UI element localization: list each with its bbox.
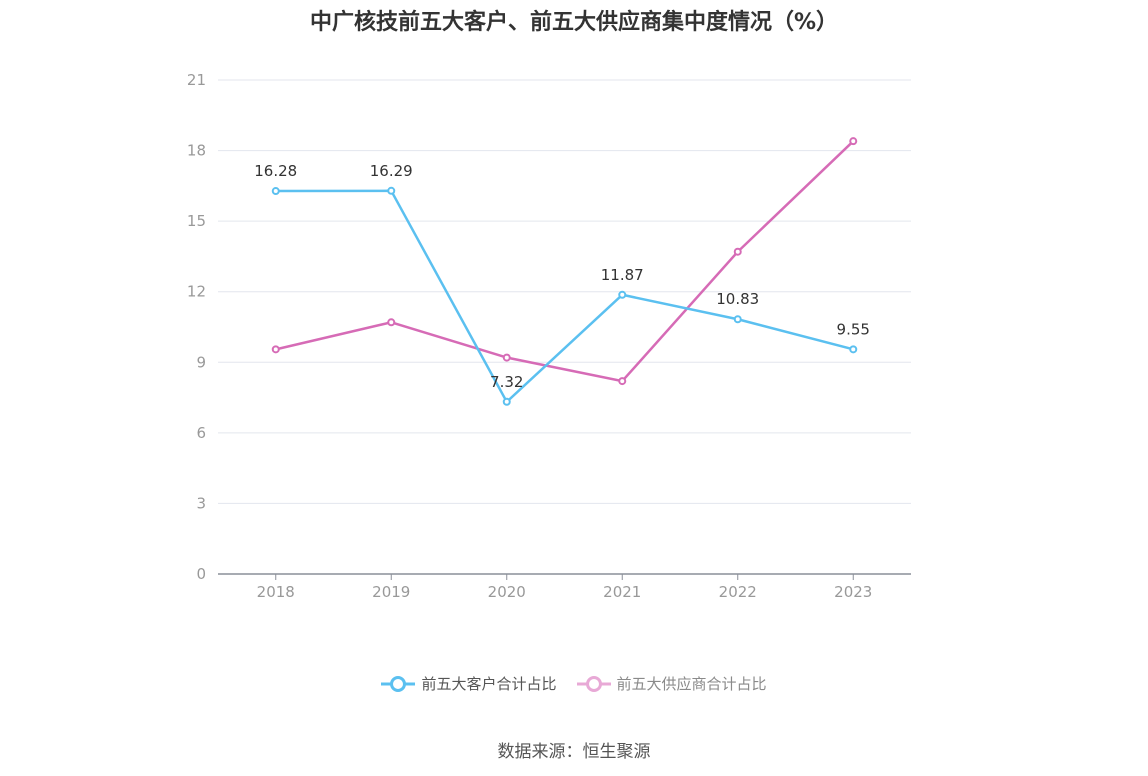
data-point-customers	[618, 290, 627, 299]
x-tick-label: 2021	[603, 583, 641, 601]
data-label: 16.28	[254, 162, 297, 180]
data-point-customers	[387, 186, 396, 195]
series-line-customers	[275, 189, 854, 404]
data-point-customers	[733, 315, 742, 324]
data-point-suppliers	[618, 377, 627, 386]
x-tick-label: 2020	[488, 583, 526, 601]
y-tick-label: 6	[196, 424, 206, 442]
x-tick-label: 2023	[834, 583, 872, 601]
data-source: 数据来源：恒生聚源	[497, 742, 651, 762]
x-tick-label: 2019	[372, 583, 410, 601]
x-tick-label: 2018	[257, 583, 295, 601]
y-tick-label: 18	[187, 142, 206, 160]
y-tick-label: 9	[196, 353, 206, 371]
legend-label-customers: 前五大客户合计占比	[421, 675, 557, 693]
data-point-suppliers	[849, 137, 858, 146]
data-point-suppliers	[733, 247, 742, 256]
legend-label-suppliers: 前五大供应商合计占比	[616, 675, 767, 693]
y-tick-label: 3	[196, 494, 206, 512]
y-tick-label: 0	[196, 565, 206, 583]
data-label: 10.83	[716, 290, 759, 308]
y-tick-label: 12	[187, 283, 206, 301]
series-line-suppliers	[275, 140, 855, 383]
data-point-suppliers	[271, 345, 280, 354]
y-tick-label: 21	[187, 71, 206, 89]
data-label: 9.55	[837, 320, 870, 338]
line-chart: 0 3 6 9 12 15 18 21 2018 2019 2020 2021 2022 2023 16.2…	[187, 71, 911, 601]
data-point-customers	[502, 397, 511, 406]
data-label: 11.87	[601, 266, 644, 284]
x-tick-label: 2022	[719, 583, 757, 601]
chart-title: 中广核技前五大客户、前五大供应商集中度情况（%）	[309, 10, 839, 35]
legend-item-customers[interactable]: 前五大客户合计占比	[381, 673, 557, 694]
data-label: 7.32	[490, 373, 523, 391]
data-point-suppliers	[387, 318, 396, 327]
data-point-customers	[271, 187, 280, 196]
legend-item-suppliers[interactable]: 前五大供应商合计占比	[576, 673, 767, 694]
legend-marker-suppliers-icon	[576, 675, 611, 692]
data-point-customers	[849, 345, 858, 354]
y-tick-label: 15	[187, 212, 206, 230]
chart-legend: 前五大客户合计占比 前五大供应商合计占比	[0, 673, 1148, 694]
data-point-suppliers	[502, 353, 511, 362]
legend-marker-customers-icon	[381, 675, 416, 692]
data-label: 16.29	[370, 162, 413, 180]
